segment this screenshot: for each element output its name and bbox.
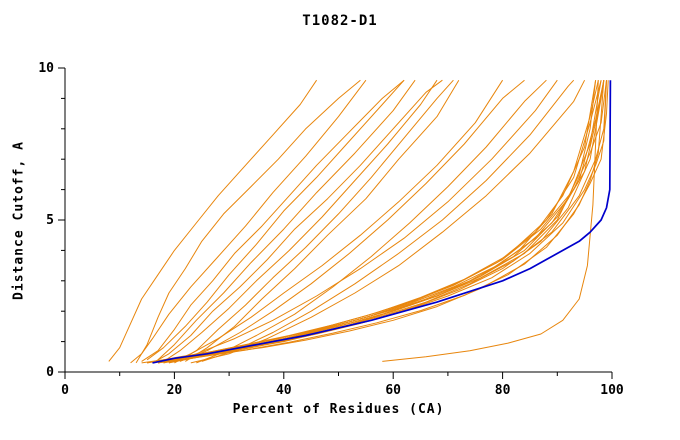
model-curve: [157, 79, 416, 361]
model-curve: [141, 80, 605, 364]
model-curve: [146, 79, 405, 361]
model-curve: [163, 79, 558, 364]
model-curve: [163, 79, 438, 362]
model-curve: [108, 79, 318, 362]
model-curve: [382, 80, 599, 362]
model-curve: [135, 79, 361, 364]
plot-title: T1082-D1: [302, 13, 378, 29]
model-curve: [163, 80, 602, 362]
x-tick-label: 0: [61, 383, 69, 398]
model-curve: [152, 79, 443, 364]
x-axis-title: Percent of Residues (CA): [232, 402, 445, 417]
x-tick-label: 40: [276, 383, 292, 398]
model-curve: [190, 79, 586, 364]
y-axis-title: Distance Cutoff, A: [11, 141, 27, 300]
model-curve: [152, 80, 597, 364]
x-tick-label: 60: [385, 383, 401, 398]
model-curve: [185, 79, 460, 362]
x-tick-label: 80: [495, 383, 511, 398]
y-tick-label: 5: [46, 213, 54, 228]
model-curve: [152, 80, 607, 364]
model-curve: [201, 79, 575, 362]
model-curve: [141, 79, 405, 362]
highlight-curve: [152, 80, 612, 364]
y-tick-label: 10: [38, 61, 54, 76]
x-tick-label: 100: [600, 383, 624, 398]
model-curve: [196, 79, 547, 364]
model-curve: [130, 79, 367, 364]
model-curve: [157, 80, 609, 364]
model-curve: [174, 79, 454, 364]
model-curve: [179, 79, 525, 362]
y-tick-label: 0: [46, 365, 54, 380]
model-curve: [157, 80, 605, 364]
model-curve: [163, 80, 607, 364]
x-tick-label: 20: [167, 383, 183, 398]
model-curve: [168, 79, 504, 364]
